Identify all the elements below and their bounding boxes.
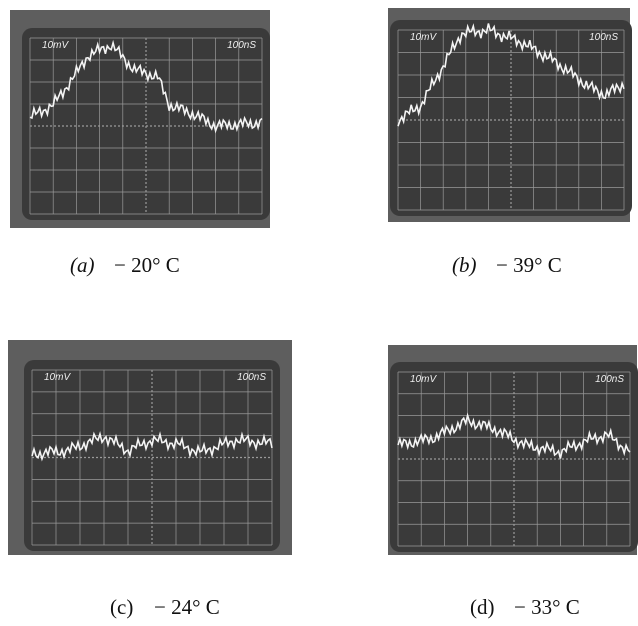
- scope-photo: 10mV 100nS: [10, 10, 270, 228]
- scope-photo: 10mV 100nS: [8, 340, 292, 555]
- screen-label: 100nS: [227, 40, 256, 51]
- trace: [31, 431, 273, 462]
- caption-label: (c): [110, 595, 133, 619]
- scope-photo: 10mV 100nS: [388, 8, 632, 222]
- screen-label: 100nS: [589, 32, 618, 43]
- caption-label: (a): [70, 253, 95, 277]
- caption-temperature: − 39° C: [496, 253, 562, 277]
- screen-label: 10mV: [410, 374, 437, 385]
- screen-label: 100nS: [595, 374, 624, 385]
- screen-label: 10mV: [42, 40, 69, 51]
- trace: [397, 412, 631, 459]
- caption-temperature: − 20° C: [114, 253, 180, 277]
- caption-temperature: − 33° C: [514, 595, 580, 619]
- caption-temperature: − 24° C: [154, 595, 220, 619]
- screen-label: 100nS: [237, 372, 266, 383]
- trace: [29, 39, 263, 134]
- caption-label: (b): [452, 253, 477, 277]
- scope-photo: 10mV 100nS: [388, 345, 638, 555]
- screen-label: 10mV: [44, 372, 71, 383]
- screen-label: 10mV: [410, 32, 437, 43]
- trace: [397, 23, 625, 127]
- caption-label: (d): [470, 595, 495, 619]
